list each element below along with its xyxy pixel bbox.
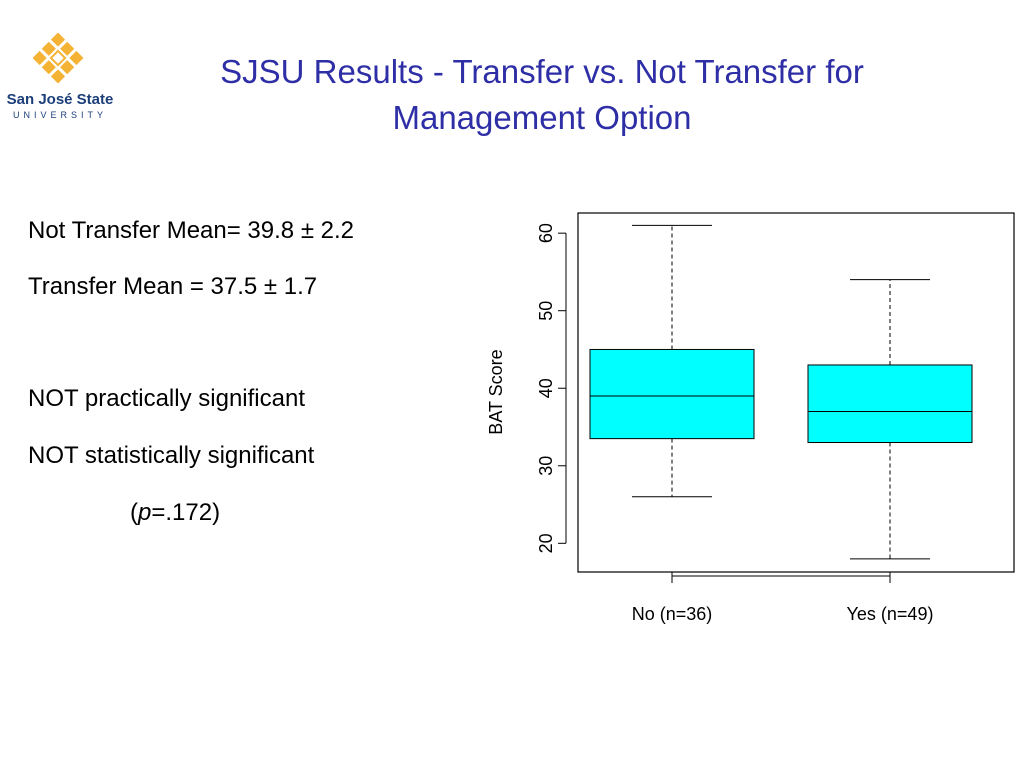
logo: San José State UNIVERSITY [7, 32, 114, 120]
y-tick-label: 30 [536, 456, 556, 476]
body-line: NOT practically significant [28, 385, 305, 412]
box [807, 364, 973, 444]
x-tick-label: Yes (n=49) [847, 604, 934, 624]
p-open: ( [130, 499, 138, 526]
plot-frame [577, 212, 1015, 573]
y-axis-label: BAT Score [486, 349, 506, 434]
y-tick-label: 60 [536, 223, 556, 243]
x-tick-label: No (n=36) [632, 604, 713, 624]
p-symbol: p [137, 499, 151, 526]
title-line: SJSU Results - Transfer vs. Not Transfer… [220, 53, 864, 90]
y-tick-label: 20 [536, 533, 556, 553]
y-tick-label: 40 [536, 378, 556, 398]
body-line: Transfer Mean = 37.5 ± 1.7 [28, 273, 317, 300]
body-line: NOT statistically significant [28, 442, 315, 469]
title-line: Management Option [392, 99, 691, 136]
p-value: (p=.172) [130, 499, 220, 526]
chart: BAT Score 20 30 40 50 60 No (n=36) Yes (n=49) [486, 212, 1015, 624]
box [589, 348, 755, 440]
y-tick-label: 50 [536, 301, 556, 321]
logo-sub: UNIVERSITY [13, 110, 107, 120]
logo-name: San José State [7, 91, 114, 108]
body-line: Not Transfer Mean= 39.8 ± 2.2 [28, 217, 354, 244]
p-rest: =.172) [151, 499, 220, 526]
